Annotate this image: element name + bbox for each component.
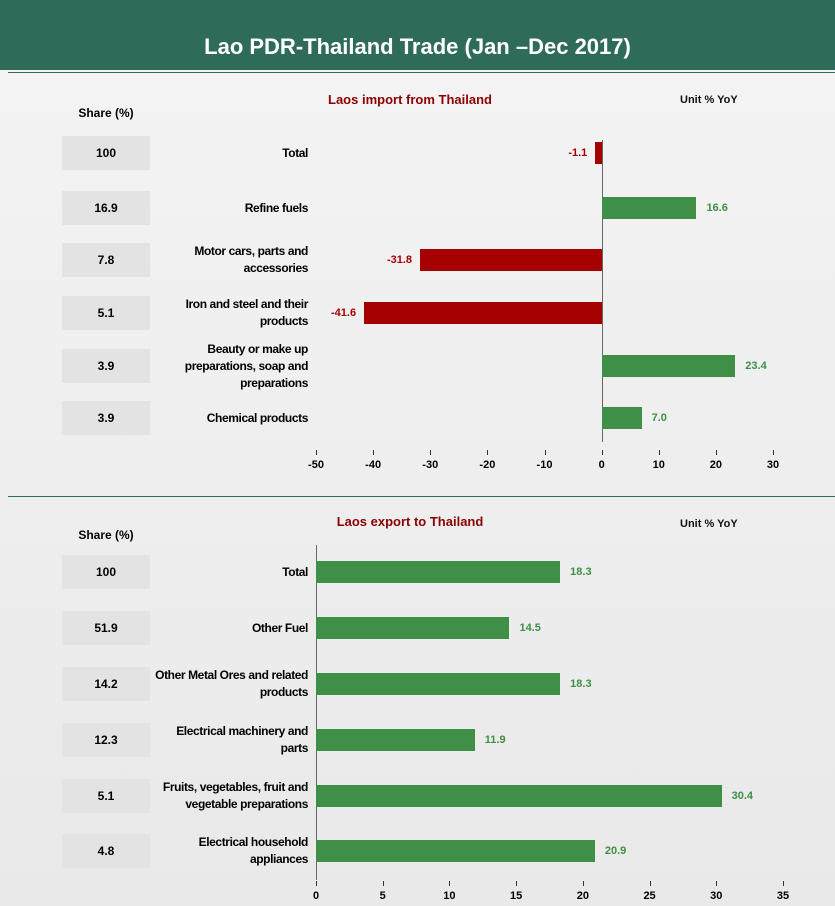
- bar: [601, 407, 642, 429]
- value-label: 18.3: [570, 678, 592, 690]
- unit-label: Unit % YoY: [680, 94, 738, 106]
- share-value: 16.9: [62, 191, 150, 225]
- value-label: 7.0: [651, 412, 667, 424]
- bar: [316, 785, 722, 807]
- tick-mark: [449, 881, 451, 886]
- bar: [316, 617, 510, 639]
- share-value: 12.3: [62, 723, 150, 757]
- bar: [601, 355, 736, 377]
- bar: [316, 840, 595, 862]
- tick-mark: [649, 881, 651, 886]
- bar: [316, 673, 561, 695]
- chart-title: Laos import from Thailand: [328, 92, 492, 107]
- tick-mark: [773, 450, 774, 455]
- x-tick-label: 30: [710, 890, 723, 902]
- tick-mark: [544, 450, 546, 455]
- share-value: 51.9: [62, 611, 150, 645]
- chart-title: Laos export to Thailand: [336, 514, 484, 529]
- x-tick-label: 25: [643, 890, 656, 902]
- value-label: 23.4: [745, 360, 767, 372]
- value-label: 30.4: [731, 790, 754, 802]
- category-label: Motor cars, parts and accessories: [194, 244, 308, 275]
- x-axis: [316, 882, 783, 883]
- share-value: 7.8: [62, 243, 150, 277]
- share-value: 3.9: [62, 401, 150, 435]
- panel-divider: [8, 72, 835, 73]
- share-header: Share (%): [78, 106, 134, 120]
- value-label: 14.5: [519, 622, 541, 634]
- share-value: 5.1: [62, 779, 150, 813]
- x-tick-label: 35: [776, 890, 790, 902]
- x-tick-label: 15: [510, 890, 523, 902]
- value-label: 20.9: [604, 845, 627, 857]
- x-tick-label: 0: [598, 459, 605, 471]
- category-label: Other Fuel: [251, 620, 308, 635]
- x-tick-label: -20: [479, 459, 496, 471]
- tick-mark: [430, 450, 432, 455]
- tick-mark: [373, 450, 375, 455]
- tick-mark: [382, 881, 384, 886]
- share-value: 5.1: [62, 296, 150, 330]
- bar: [363, 302, 602, 324]
- x-tick-label: 10: [652, 459, 665, 471]
- zero-line: [601, 140, 603, 442]
- tick-mark: [316, 881, 317, 886]
- bar: [595, 142, 602, 164]
- bar: [316, 561, 561, 583]
- share-value: 14.2: [62, 667, 150, 701]
- value-label: -31.8: [386, 254, 413, 266]
- x-tick-label: 20: [576, 890, 589, 902]
- value-label: 18.3: [570, 566, 592, 578]
- tick-mark: [516, 881, 518, 886]
- share-header: Share (%): [78, 528, 134, 542]
- tick-mark: [601, 450, 603, 455]
- bar: [316, 729, 475, 751]
- x-tick-label: 5: [379, 890, 386, 902]
- share-value: 3.9: [62, 349, 150, 383]
- x-tick-label: 20: [709, 459, 722, 471]
- category-label: Fruits, vegetables, fruit and vegetable …: [162, 780, 309, 811]
- bar: [601, 197, 697, 219]
- category-label: Other Metal Ores and related products: [155, 668, 308, 699]
- unit-label: Unit % YoY: [680, 518, 738, 530]
- x-tick-label: -50: [308, 459, 324, 471]
- category-label: Electrical household appliances: [198, 835, 309, 866]
- value-label: -1.1: [568, 147, 588, 159]
- share-value: 100: [62, 555, 150, 589]
- share-value: 4.8: [62, 834, 150, 868]
- panel-divider: [8, 496, 835, 497]
- x-tick-label: 10: [443, 890, 456, 902]
- x-tick-label: -40: [365, 459, 382, 471]
- value-label: 11.9: [484, 734, 506, 746]
- tick-mark: [582, 881, 584, 886]
- category-label: Total: [282, 145, 308, 160]
- tick-mark: [316, 450, 317, 455]
- value-label: 16.6: [706, 202, 728, 214]
- x-tick-label: 0: [312, 890, 320, 902]
- category-label: Iron and steel and their products: [185, 297, 309, 328]
- x-tick-label: -30: [422, 459, 439, 471]
- share-value: 100: [62, 136, 150, 170]
- tick-mark: [783, 881, 784, 886]
- banner: [0, 0, 835, 70]
- category-label: Refine fuels: [244, 200, 309, 215]
- category-label: Chemical products: [206, 410, 309, 425]
- category-label: Beauty or make up preparations, soap and…: [184, 341, 309, 390]
- category-label: Electrical machinery and parts: [176, 724, 308, 755]
- x-tick-label: -10: [536, 459, 553, 471]
- bar: [419, 249, 602, 271]
- tick-mark: [716, 881, 718, 886]
- tick-mark: [487, 450, 489, 455]
- x-tick-label: 30: [766, 459, 780, 471]
- value-label: -41.6: [330, 307, 357, 319]
- category-label: Total: [282, 564, 308, 579]
- tick-mark: [715, 450, 717, 455]
- tick-mark: [658, 450, 660, 455]
- page-title: Lao PDR-Thailand Trade (Jan –Dec 2017): [204, 34, 631, 59]
- zero-line: [316, 545, 317, 880]
